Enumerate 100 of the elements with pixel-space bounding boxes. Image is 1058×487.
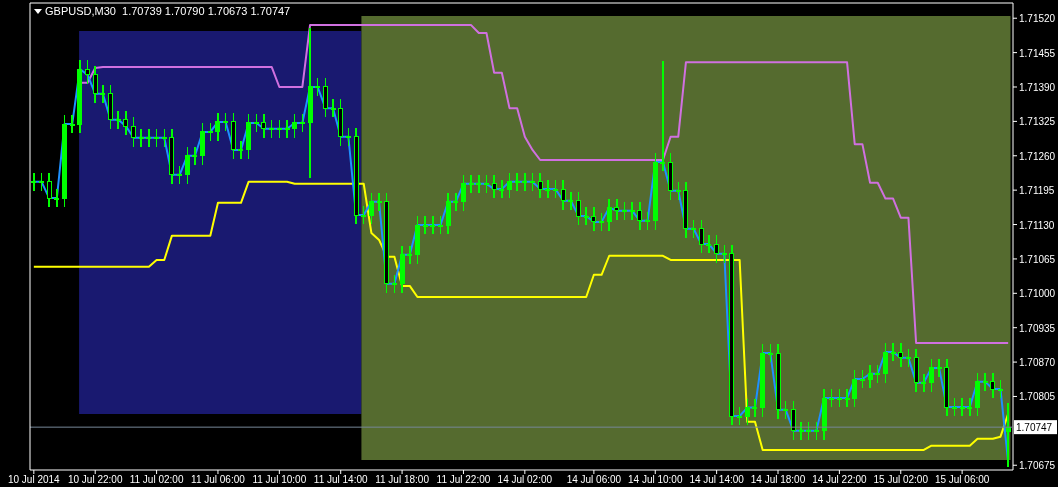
candlestick	[890, 342, 896, 362]
x-tick-label: 11 Jul 06:00	[191, 474, 246, 485]
y-tick-label: 1.71455	[1019, 47, 1056, 59]
candlestick	[200, 122, 206, 166]
candlestick	[100, 84, 106, 104]
candlestick	[537, 172, 543, 199]
candlestick	[967, 397, 973, 417]
x-tick-label: 14 Jul 22:00	[812, 474, 868, 485]
chart-title: GBPUSD,M30 1.70739 1.70790 1.70673 1.70747	[45, 5, 291, 17]
candlestick	[545, 179, 551, 199]
candlestick	[261, 113, 267, 139]
candlestick	[514, 172, 520, 192]
x-tick-label: 11 Jul 14:00	[313, 474, 369, 485]
y-tick-label: 1.71325	[1019, 116, 1056, 128]
x-tick-label: 15 Jul 06:00	[934, 474, 990, 485]
candlestick	[69, 114, 75, 134]
candlestick	[660, 60, 666, 172]
candlestick	[560, 179, 566, 211]
candlestick	[959, 397, 965, 417]
y-tick-label: 1.70675	[1019, 460, 1056, 472]
line-series	[32, 180, 1010, 451]
candlestick	[606, 197, 612, 232]
candlestick	[522, 172, 528, 192]
candlestick	[123, 110, 129, 136]
candlestick	[637, 201, 643, 231]
candlestick	[614, 197, 620, 221]
y-tick-label: 1.70935	[1019, 322, 1056, 334]
y-tick-label: 1.71000	[1019, 288, 1056, 300]
candlestick	[31, 172, 37, 192]
candlestick	[376, 192, 382, 212]
x-tick-label: 14 Jul 10:00	[628, 474, 683, 485]
candlestick	[476, 174, 482, 194]
x-tick-label: 11 Jul 18:00	[375, 474, 430, 485]
candlestick	[460, 174, 466, 212]
candlestick	[407, 245, 413, 265]
candlestick	[368, 192, 374, 225]
x-tick-label: 14 Jul 02:00	[497, 474, 553, 485]
candlestick	[192, 146, 198, 166]
candlestick	[790, 400, 796, 441]
x-tick-label: 11 Jul 02:00	[129, 474, 184, 485]
candlestick	[445, 192, 451, 235]
candlestick	[752, 397, 758, 418]
candlestick	[936, 358, 942, 378]
candlestick	[115, 110, 121, 130]
x-tick-label: 11 Jul 22:00	[436, 474, 491, 485]
candlestick	[54, 188, 60, 208]
candlestick	[138, 128, 144, 148]
candlestick	[706, 234, 712, 254]
candlestick	[131, 116, 137, 148]
candlestick	[568, 191, 574, 211]
candlestick	[422, 215, 428, 235]
x-tick-label: 15 Jul 02:00	[873, 474, 929, 485]
candlestick	[698, 219, 704, 254]
candlestick	[238, 140, 244, 160]
y-tick-label: 1.70805	[1019, 391, 1056, 403]
candlestick	[85, 59, 91, 85]
candlestick	[292, 113, 298, 139]
y-tick-label: 1.71195	[1019, 185, 1055, 197]
candlestick	[852, 369, 858, 408]
candlestick	[215, 112, 221, 142]
candlestick	[867, 364, 873, 389]
candlestick	[844, 388, 850, 408]
y-tick-label: 1.71130	[1019, 219, 1055, 231]
candlestick	[798, 421, 804, 441]
candlestick	[184, 146, 190, 185]
candlestick	[453, 192, 459, 212]
candlestick	[629, 201, 635, 221]
y-tick-label: 1.71260	[1019, 150, 1056, 162]
y-tick-label: 1.70870	[1019, 357, 1056, 369]
candlestick	[92, 65, 98, 104]
candlestick	[468, 174, 474, 194]
candlestick	[284, 119, 290, 139]
candlestick	[322, 77, 328, 118]
candlestick	[499, 179, 505, 199]
candlestick	[46, 172, 52, 208]
x-tick-label: 11 Jul 10:00	[252, 474, 307, 485]
candlestick	[744, 397, 750, 426]
y-tick-label: 1.71390	[1019, 82, 1056, 93]
x-tick-label: 14 Jul 14:00	[689, 474, 745, 485]
candlestick	[882, 342, 888, 384]
candlestick	[583, 206, 589, 226]
candlestick	[921, 373, 927, 393]
candlestick	[491, 174, 497, 199]
candlestick	[591, 206, 597, 232]
candlestick	[982, 371, 988, 392]
y-tick-label: 1.71520	[1019, 13, 1056, 25]
candlestick	[146, 128, 152, 148]
candlestick	[898, 342, 904, 368]
y-tick-label: 1.71065	[1019, 253, 1056, 265]
candlestick	[714, 234, 720, 264]
candlestick	[330, 98, 336, 118]
candlestick	[990, 371, 996, 399]
x-tick-label: 10 Jul 2014	[7, 474, 61, 485]
candlestick	[506, 172, 512, 199]
x-tick-label: 14 Jul 18:00	[750, 474, 806, 485]
candlestick	[576, 191, 582, 226]
x-tick-label: 14 Jul 06:00	[566, 474, 622, 485]
ref-line-label: 1.70747	[1016, 422, 1053, 434]
candlestick	[928, 358, 934, 393]
candlestick	[430, 215, 436, 235]
